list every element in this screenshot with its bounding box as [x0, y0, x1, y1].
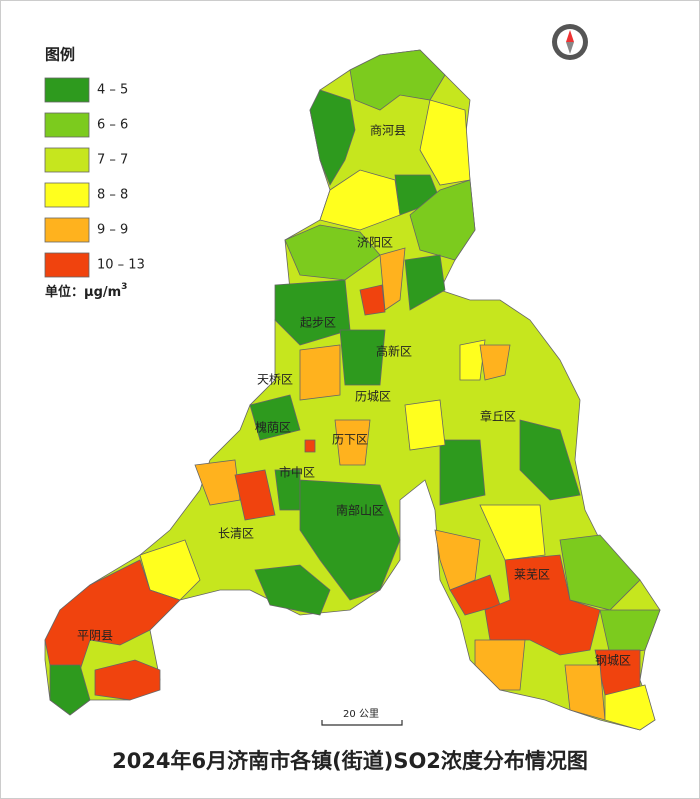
- unit-text: 单位：μg/m: [45, 284, 121, 300]
- district-label: 历下区: [332, 433, 368, 447]
- region: [249, 394, 301, 441]
- legend-label: 7 – 7: [97, 153, 128, 168]
- legend-swatch: [44, 147, 90, 173]
- district-label: 莱芜区: [514, 568, 550, 582]
- region: [49, 664, 91, 716]
- region: [339, 329, 386, 386]
- region: [379, 247, 406, 311]
- district-label: 南部山区: [336, 503, 384, 518]
- district-label: 平阴县: [77, 629, 113, 643]
- scale-line: [321, 720, 403, 726]
- region: [439, 439, 486, 506]
- region: [604, 684, 656, 731]
- compass-needle: [566, 30, 574, 42]
- region: [559, 534, 641, 611]
- region: [359, 284, 386, 316]
- district-label: 济阳区: [357, 235, 393, 250]
- legend: 图例 单位：μg/m3 4 – 5 6 – 6 7 – 7 8 – 8 9 – 9 10 …: [44, 46, 145, 300]
- legend-swatch: [44, 77, 90, 103]
- district-label: 市中区: [279, 465, 315, 480]
- region: [519, 419, 581, 501]
- scale-bar: 20 公里: [321, 708, 403, 726]
- district-label: 天桥区: [257, 373, 293, 387]
- legend-label: 9 – 9: [97, 223, 128, 238]
- scale-label: 20 公里: [343, 708, 379, 720]
- compass: [552, 24, 588, 60]
- legend-label: 8 – 8: [97, 188, 128, 203]
- district-label: 钢城区: [595, 654, 631, 668]
- legend-swatch: [44, 252, 90, 278]
- legend-swatch: [44, 112, 90, 138]
- legend-label: 4 – 5: [97, 83, 128, 98]
- district-label: 长清区: [218, 527, 254, 541]
- region: [44, 559, 181, 671]
- legend-swatch: [44, 182, 90, 208]
- legend-label: 6 – 6: [97, 118, 128, 133]
- region: [484, 554, 601, 656]
- region: [474, 639, 526, 691]
- region: [479, 344, 511, 381]
- district-label: 槐荫区: [255, 420, 291, 435]
- legend-title: 图例: [45, 46, 75, 64]
- district-label: 章丘区: [480, 409, 516, 424]
- unit-sup: 3: [121, 282, 127, 292]
- region: [419, 99, 471, 186]
- region: [194, 459, 241, 506]
- region: [479, 504, 546, 561]
- region: [274, 279, 351, 346]
- region: [404, 399, 446, 451]
- district-label: 商河县: [370, 123, 406, 138]
- region: [254, 564, 331, 616]
- region: [309, 89, 356, 186]
- region: [599, 609, 661, 656]
- region: [459, 339, 486, 381]
- region: [299, 344, 341, 401]
- unit-label: 单位：μg/m3: [45, 282, 127, 300]
- map-title: 2024年6月济南市各镇(街道)SO2浓度分布情况图: [112, 749, 588, 773]
- compass-needle: [566, 42, 574, 54]
- region: [404, 254, 446, 311]
- district-label: 高新区: [376, 344, 412, 359]
- district-labels: 商河县 济阳区 起步区 高新区 天桥区 历城区 章丘区 槐荫区 历下区 市中区 …: [77, 123, 631, 668]
- legend-label: 10 – 13: [97, 258, 145, 273]
- region: [299, 479, 401, 601]
- district-label: 历城区: [355, 390, 391, 404]
- region: [234, 469, 276, 521]
- region: [94, 659, 161, 701]
- region: [304, 439, 316, 453]
- region: [334, 419, 371, 466]
- map: [44, 49, 661, 731]
- legend-swatch: [44, 217, 90, 243]
- region: [409, 179, 476, 261]
- district-label: 起步区: [300, 316, 336, 330]
